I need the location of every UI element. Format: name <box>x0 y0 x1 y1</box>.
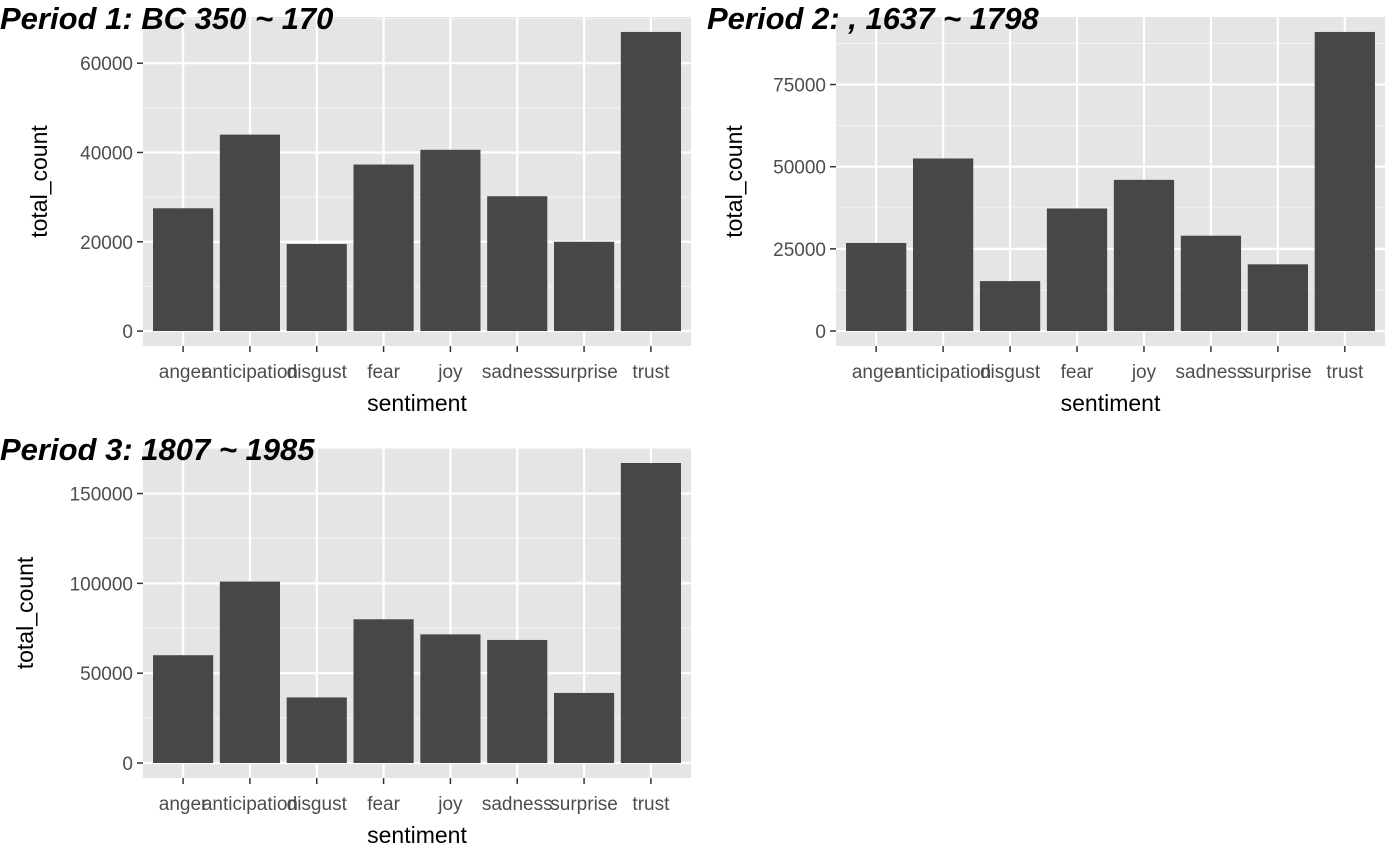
bar-fear <box>353 619 414 763</box>
y-tick-label: 50000 <box>80 664 133 685</box>
x-tick-label-joy: joy <box>437 362 463 383</box>
bar-anticipation <box>912 158 974 332</box>
x-tick-label-trust: trust <box>632 794 670 815</box>
x-tick-label-fear: fear <box>367 794 400 815</box>
chart-panel-3: 0 50000 100000 150000 angeranticipationdisgu… <box>0 432 691 848</box>
bar-surprise <box>554 241 615 332</box>
chart-title: Period 2: , 1637 ~ 1798 <box>707 1 1039 36</box>
bar-anticipation <box>219 134 280 332</box>
x-tick-label-fear: fear <box>367 362 400 383</box>
y-tick-label: 0 <box>122 322 133 343</box>
bar-surprise <box>1247 264 1309 332</box>
x-tick-label-anticipation: anticipation <box>895 362 991 383</box>
x-tick-label-surprise: surprise <box>550 362 618 383</box>
bar-fear <box>353 164 414 332</box>
y-axis-label: total_count <box>26 125 52 238</box>
y-tick-label: 0 <box>815 322 826 343</box>
x-axis-label: sentiment <box>367 822 467 848</box>
x-tick-label-anger: anger <box>159 362 208 383</box>
x-tick-label-joy: joy <box>437 794 463 815</box>
bar-sadness <box>1180 235 1242 332</box>
x-tick-label-disgust: disgust <box>287 362 348 383</box>
x-tick-label-anger: anger <box>852 362 901 383</box>
bar-sadness <box>487 639 548 763</box>
x-tick-label-surprise: surprise <box>550 794 618 815</box>
y-tick-label: 50000 <box>773 158 826 179</box>
bar-sadness <box>487 196 548 332</box>
y-tick-label: 100000 <box>70 574 133 595</box>
y-tick-label: 75000 <box>773 76 826 97</box>
x-tick-label-anticipation: anticipation <box>202 362 298 383</box>
chart-title: Period 3: 1807 ~ 1985 <box>0 432 315 467</box>
x-tick-label-disgust: disgust <box>287 794 348 815</box>
bar-joy <box>420 149 481 332</box>
y-tick-label: 40000 <box>80 143 133 164</box>
bar-anger <box>153 655 214 763</box>
x-axis-label: sentiment <box>367 390 467 416</box>
bar-anger <box>153 208 214 332</box>
bar-joy <box>1113 179 1175 332</box>
bar-anticipation <box>219 581 280 763</box>
x-tick-label-trust: trust <box>632 362 670 383</box>
bar-trust <box>620 463 681 763</box>
x-tick-label-anticipation: anticipation <box>202 794 298 815</box>
bar-joy <box>420 634 481 763</box>
bar-anger <box>846 242 907 332</box>
x-tick-label-sadness: sadness <box>482 362 553 383</box>
y-tick-label: 20000 <box>80 233 133 254</box>
x-tick-label-trust: trust <box>1326 362 1364 383</box>
bar-disgust <box>979 281 1041 332</box>
chart-panel-2: 0 25000 50000 75000 angeranticipationdisgust… <box>707 1 1385 416</box>
chart-title: Period 1: BC 350 ~ 170 <box>0 1 333 36</box>
bar-fear <box>1046 208 1108 332</box>
y-tick-label: 0 <box>122 754 133 775</box>
x-axis-label: sentiment <box>1061 390 1161 416</box>
bar-trust <box>620 31 681 332</box>
x-tick-label-joy: joy <box>1131 362 1157 383</box>
x-tick-label-sadness: sadness <box>482 794 553 815</box>
y-axis-label: total_count <box>721 125 747 238</box>
bar-trust <box>1314 31 1375 332</box>
y-tick-label: 150000 <box>70 485 133 506</box>
y-tick-label: 60000 <box>80 54 133 75</box>
bar-surprise <box>554 692 615 763</box>
bar-disgust <box>286 697 347 763</box>
x-tick-label-surprise: surprise <box>1244 362 1312 383</box>
x-tick-label-disgust: disgust <box>980 362 1041 383</box>
x-tick-label-fear: fear <box>1061 362 1094 383</box>
y-axis-label: total_count <box>12 556 38 669</box>
y-tick-label: 25000 <box>773 240 826 261</box>
x-tick-label-sadness: sadness <box>1176 362 1247 383</box>
bar-disgust <box>286 243 347 332</box>
x-tick-label-anger: anger <box>159 794 208 815</box>
chart-panel-1: 0 20000 40000 60000 angeranticipationdisgust… <box>0 1 691 416</box>
